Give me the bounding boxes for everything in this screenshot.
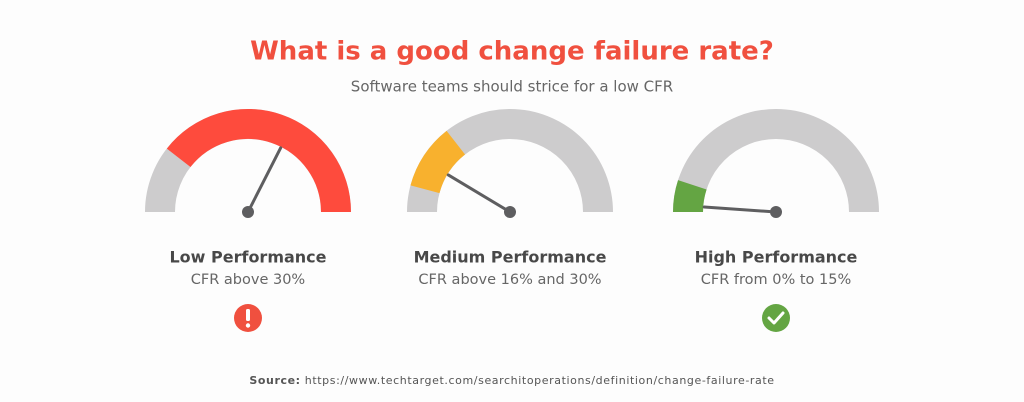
subtitle: Software teams should strice for a low C… [351,78,673,96]
gauge-arc [673,109,879,213]
gauge-label: Medium Performance [414,248,607,267]
gauge-needle [702,205,778,214]
source-url: https://www.techtarget.com/searchitopera… [305,374,775,387]
title: What is a good change failure rate? [250,37,774,67]
gauge-label: High Performance [695,248,858,267]
gauge-description: CFR above 16% and 30% [418,272,601,288]
gauge-hub [242,206,254,218]
gauge-hub [504,206,516,218]
source-label: Source: [249,374,300,387]
gauge-hub [770,206,782,218]
gauge-needle [246,146,283,214]
gauge-needle [446,173,512,214]
gauge-description: CFR from 0% to 15% [701,272,852,288]
gauge-label: Low Performance [169,248,326,267]
source: Source: https://www.techtarget.com/searc… [249,374,774,387]
gauge-arc [166,109,351,213]
gauge-description: CFR above 30% [191,272,305,288]
gauge-arc [673,180,707,213]
check-icon [762,304,790,332]
gauge-arc [410,130,466,194]
warning-icon [234,304,262,332]
